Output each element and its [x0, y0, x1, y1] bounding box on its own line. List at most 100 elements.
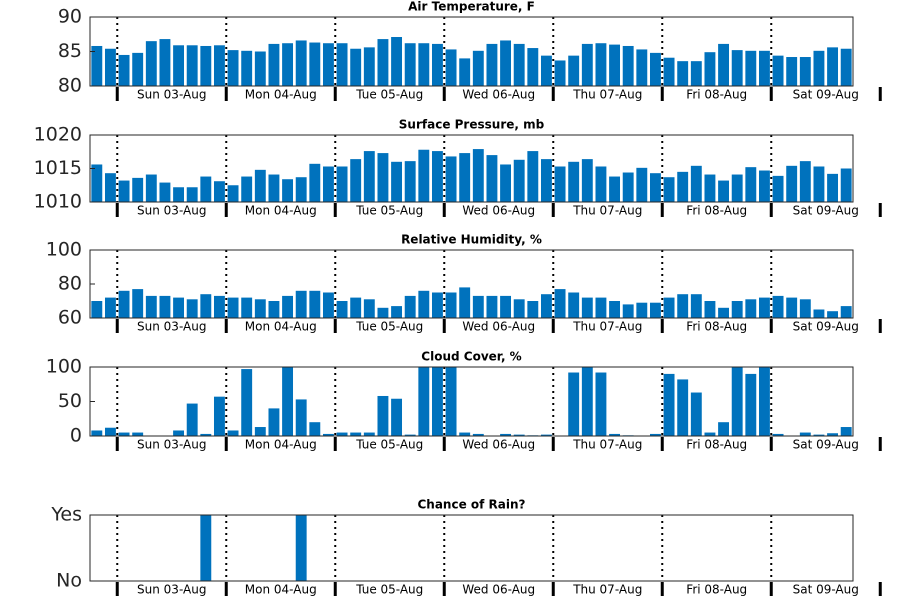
bar [527, 301, 539, 318]
bar [173, 45, 185, 86]
x-tick-label: Mon 04-Aug [245, 320, 317, 334]
bar [486, 155, 498, 202]
bar [377, 395, 389, 436]
bar [622, 45, 634, 86]
bar [827, 433, 839, 436]
bar [350, 48, 362, 86]
x-tick-label: Fri 08-Aug [686, 88, 747, 102]
bar [609, 44, 621, 86]
bar [350, 297, 362, 318]
bar [173, 297, 185, 318]
bar [704, 52, 716, 86]
bar [254, 169, 266, 202]
bar [322, 292, 334, 318]
bar [254, 51, 266, 86]
x-tick-label: Sun 03-Aug [137, 320, 206, 334]
bar [649, 52, 661, 86]
bar [322, 433, 334, 436]
y-tick-label: 1015 [34, 157, 82, 179]
bar [827, 311, 839, 318]
x-tick-label: Wed 06-Aug [462, 438, 535, 452]
y-tick-label: 80 [58, 273, 82, 295]
y-tick-label: 85 [58, 40, 82, 62]
bar [731, 174, 743, 202]
bar [745, 167, 757, 202]
bar [554, 60, 566, 86]
axes-frame [89, 16, 854, 87]
bar [472, 50, 484, 86]
y-tick-label: 1010 [34, 191, 82, 213]
bar [581, 297, 593, 318]
bar [104, 297, 116, 318]
bar [241, 50, 253, 86]
x-tick-label: Fri 08-Aug [686, 204, 747, 218]
bar [418, 367, 430, 436]
bar [636, 49, 648, 86]
x-tick-label: Mon 04-Aug [245, 583, 317, 597]
x-tick-label: Thu 07-Aug [572, 88, 642, 102]
chart-title: Air Temperature, F [408, 0, 535, 14]
bar [690, 165, 702, 202]
bar [540, 55, 552, 86]
bar [663, 297, 675, 318]
bar [486, 43, 498, 86]
bar [173, 430, 185, 436]
chart-title: Chance of Rain? [417, 498, 525, 512]
bar [445, 367, 457, 436]
bar [104, 48, 116, 86]
bar [649, 302, 661, 318]
bar [718, 307, 730, 318]
bar [731, 301, 743, 318]
y-tick-label: 1020 [34, 124, 82, 146]
bar [309, 290, 321, 318]
bar [404, 161, 416, 202]
bar [363, 151, 375, 202]
axes-frame [89, 366, 854, 437]
y-tick-label: 50 [58, 390, 82, 412]
bar [786, 297, 798, 318]
bar [772, 295, 784, 318]
x-tick-label: Wed 06-Aug [462, 88, 535, 102]
bar [186, 403, 198, 436]
bar [186, 299, 198, 318]
bar [772, 175, 784, 202]
bar [581, 159, 593, 202]
bar [363, 299, 375, 318]
bar [91, 301, 103, 318]
x-tick-label: Sat 09-Aug [793, 438, 859, 452]
bar [758, 170, 770, 202]
bar [282, 367, 294, 436]
bar [663, 57, 675, 86]
bar [350, 432, 362, 436]
bar [840, 48, 852, 86]
bar [745, 299, 757, 318]
bar [213, 181, 225, 202]
bar [145, 295, 157, 318]
bar [595, 372, 607, 436]
bar [404, 295, 416, 318]
bar [200, 515, 212, 581]
x-tick-label: Wed 06-Aug [462, 320, 535, 334]
x-tick-label: Thu 07-Aug [572, 583, 642, 597]
x-tick-label: Thu 07-Aug [572, 204, 642, 218]
bar [731, 50, 743, 86]
bar [391, 37, 403, 86]
x-tick-label: Sun 03-Aug [137, 583, 206, 597]
x-tick-label: Wed 06-Aug [462, 204, 535, 218]
bar [431, 367, 443, 436]
y-tick-label: 80 [58, 75, 82, 97]
bar [268, 43, 280, 86]
bar [799, 299, 811, 318]
y-tick-label: 60 [58, 307, 82, 329]
bar [118, 180, 130, 202]
bar [540, 159, 552, 202]
bar [718, 180, 730, 202]
bar [472, 433, 484, 436]
bar [241, 297, 253, 318]
bar [268, 174, 280, 202]
bar [200, 433, 212, 436]
bar [609, 301, 621, 318]
bar [391, 398, 403, 436]
bar [295, 40, 307, 86]
bar [745, 50, 757, 86]
